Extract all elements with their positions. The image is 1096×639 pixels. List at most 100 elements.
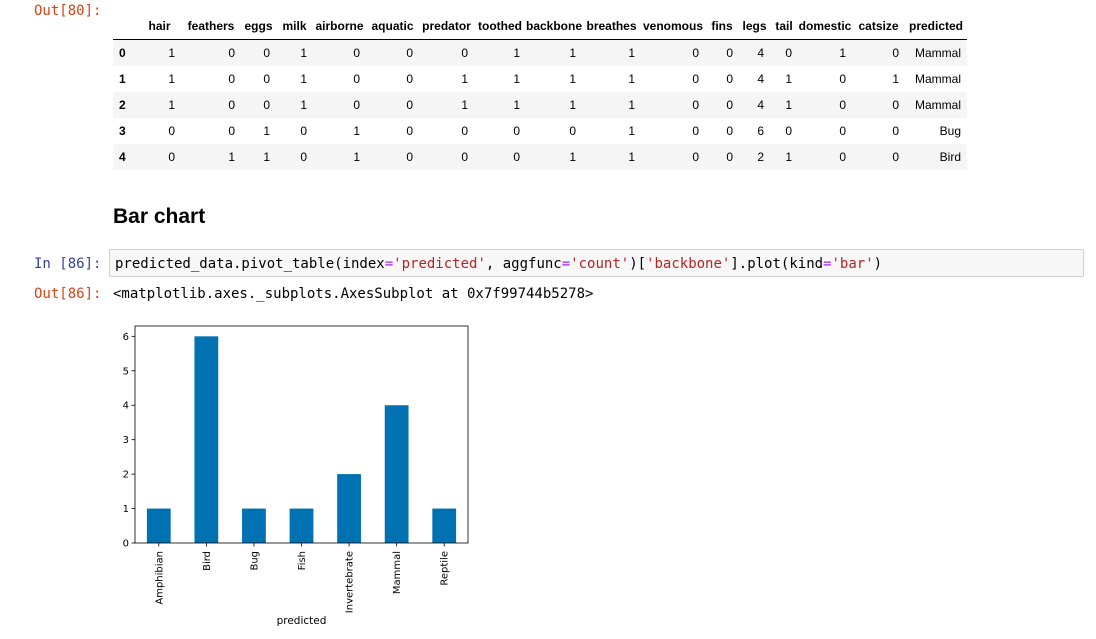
- table-cell: 0: [406, 150, 413, 164]
- out-prompt-86: Out[86]:: [34, 286, 102, 302]
- table-cell: 1: [569, 98, 577, 112]
- code-token: predicted_data.pivot_table(index: [115, 256, 385, 272]
- code-token: )[: [629, 256, 647, 272]
- table-cell: 0: [513, 150, 520, 164]
- bar-invertebrate: [337, 474, 361, 543]
- y-tick-label: 0: [123, 539, 129, 550]
- table-cell: 1: [263, 150, 270, 164]
- code-token: =: [823, 256, 832, 272]
- table-cell: 1: [569, 46, 577, 60]
- table-cell: 0: [892, 150, 900, 164]
- table-cell: 0: [785, 46, 793, 60]
- table-cell: 0: [839, 98, 847, 112]
- table-cell: 0: [228, 46, 235, 60]
- code-token: ].plot(kind: [730, 256, 824, 272]
- bar-fish: [289, 508, 314, 543]
- column-header: fins: [711, 19, 733, 33]
- out-prompt-80: Out[80]:: [34, 3, 102, 19]
- table-cell: 0: [406, 72, 413, 86]
- table-cell: 0: [263, 72, 270, 86]
- code-line[interactable]: predicted_data.pivot_table(index='predic…: [115, 256, 882, 272]
- table-cell: 2: [757, 150, 765, 164]
- x-tick-label: Reptile: [440, 551, 451, 586]
- column-header: venomous: [643, 19, 704, 33]
- column-header: hair: [148, 19, 171, 33]
- y-tick-label: 2: [123, 470, 129, 481]
- column-header: milk: [282, 19, 307, 33]
- table-cell: 1: [569, 150, 577, 164]
- x-tick-label: Invertebrate: [345, 551, 356, 613]
- table-cell: 0: [726, 98, 734, 112]
- column-header: airborne: [315, 19, 364, 33]
- table-cell: 0: [892, 124, 900, 138]
- table-cell: 0: [228, 98, 235, 112]
- table-cell: 0: [726, 46, 734, 60]
- table-cell: 1: [353, 150, 360, 164]
- table-cell: 1: [628, 72, 636, 86]
- index-header: [113, 13, 138, 40]
- x-tick-label: Bird: [202, 551, 213, 571]
- table-cell: Bug: [939, 124, 962, 138]
- table-cell: 1: [785, 150, 793, 164]
- table-cell: 1: [785, 98, 793, 112]
- table-cell: 1: [628, 124, 636, 138]
- code-token: ): [873, 256, 883, 272]
- bar-bird: [194, 336, 219, 543]
- code-cell-input[interactable]: predicted_data.pivot_table(index='predic…: [109, 249, 1084, 277]
- column-header: feathers: [187, 19, 235, 33]
- column-header: predicted: [909, 19, 964, 33]
- table-cell: 0: [513, 124, 520, 138]
- row-index: 0: [119, 46, 126, 60]
- table-row: 1 1 0 0 1 0 0 1 1 1 1 0 0 4 1 0 1 Mammal: [113, 66, 967, 92]
- table-cell: 1: [168, 46, 175, 60]
- table-cell: 0: [569, 124, 577, 138]
- table-cell: 1: [513, 46, 520, 60]
- table-cell: 0: [406, 124, 413, 138]
- y-tick-label: 3: [123, 435, 129, 446]
- table-row: 2 1 0 0 1 0 0 1 1 1 1 0 0 4 1 0 0 Mammal: [113, 92, 968, 118]
- in-prompt-86: In [86]:: [34, 256, 102, 272]
- table-cell: 1: [353, 124, 360, 138]
- table-cell: 1: [628, 98, 636, 112]
- table-cell: 0: [168, 124, 175, 138]
- table-cell: 1: [892, 72, 900, 86]
- x-tick-label: Amphibian: [154, 551, 165, 605]
- table-cell: 0: [406, 98, 413, 112]
- column-header: tail: [775, 19, 793, 33]
- table-cell: 4: [757, 98, 765, 112]
- column-header: backbone: [526, 19, 583, 33]
- table-cell: 1: [168, 98, 175, 112]
- code-token: =: [561, 256, 571, 272]
- table-cell: Mammal: [915, 46, 962, 60]
- bar-reptile: [432, 508, 457, 543]
- table-cell: 0: [406, 46, 413, 60]
- table-cell: 0: [228, 72, 235, 86]
- row-index: 4: [119, 150, 126, 164]
- table-row: 0 1 0 0 1 0 0 0 1 1 1 0 0 4 0 1 0 Mammal: [113, 39, 968, 66]
- table-cell: Mammal: [915, 98, 962, 112]
- table-cell: 0: [353, 46, 360, 60]
- table-row: 4 0 1 1 0 1 0 0 0 1 1 0 0 2 1 0 0 Bird: [113, 144, 968, 170]
- table-cell: Bird: [939, 150, 962, 164]
- table-cell: 1: [628, 150, 636, 164]
- row-index: 2: [119, 98, 126, 112]
- table-cell: 1: [461, 98, 468, 112]
- column-header: eggs: [244, 19, 273, 33]
- bar-mammal: [384, 405, 409, 543]
- y-tick-label: 4: [123, 401, 129, 412]
- column-header: toothed: [478, 19, 522, 33]
- table-cell: 0: [785, 124, 793, 138]
- table-cell: 0: [461, 46, 468, 60]
- column-header: domestic: [798, 19, 852, 33]
- column-header: predator: [422, 19, 471, 33]
- table-cell: 0: [892, 98, 900, 112]
- table-cell: 1: [263, 124, 270, 138]
- code-token: 'count': [570, 256, 630, 272]
- x-tick-label: Mammal: [392, 551, 403, 594]
- table-cell: 0: [263, 98, 270, 112]
- column-header: catsize: [858, 19, 899, 33]
- x-tick-label: Fish: [297, 551, 308, 570]
- table-cell: 0: [300, 150, 307, 164]
- dataframe-table: hair feathers eggs milk airborne aquatic preda…: [113, 13, 968, 170]
- table-cell: 0: [461, 124, 468, 138]
